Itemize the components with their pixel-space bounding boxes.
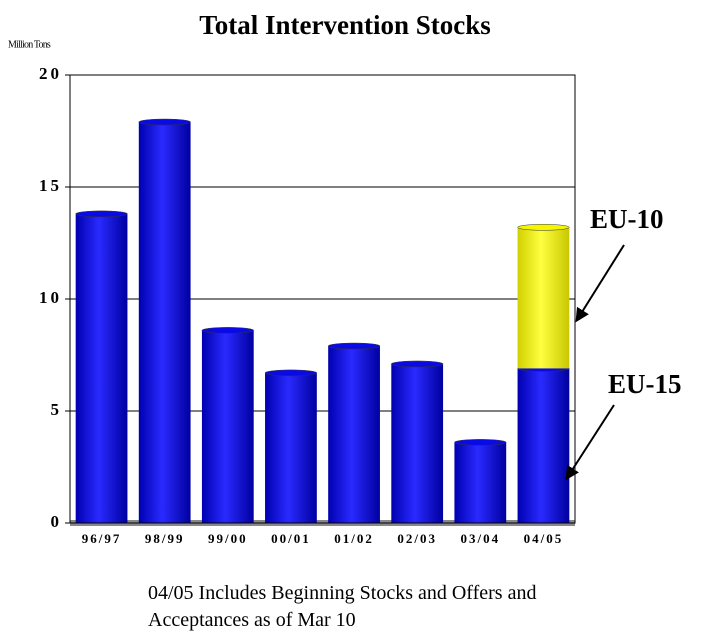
bar-top <box>327 342 381 350</box>
annotation: EU-15 <box>608 369 682 399</box>
y-axis-label: Million Tons <box>8 39 51 50</box>
bar-body <box>454 442 507 523</box>
bar-body <box>75 213 128 523</box>
bar-body <box>517 368 570 523</box>
x-tick-label: 01/02 <box>334 531 374 546</box>
bar-top <box>517 224 570 231</box>
bar-top <box>391 360 444 368</box>
bar <box>517 224 570 369</box>
chart-title: Total Intervention Stocks <box>199 10 491 40</box>
x-tick-label: 99/00 <box>208 531 248 546</box>
bar <box>201 327 254 523</box>
annotation: EU-10 <box>590 204 664 234</box>
x-tick-label: 96/97 <box>82 531 122 546</box>
bar <box>517 365 570 523</box>
bar-body <box>138 122 191 523</box>
bar-top <box>264 369 318 377</box>
y-tick-label: 0 <box>51 512 63 531</box>
arrow <box>565 404 615 481</box>
x-tick-label: 04/05 <box>524 531 564 546</box>
y-tick-label: 15 <box>39 176 62 195</box>
bar <box>138 118 191 523</box>
bar-body <box>265 372 317 523</box>
bar <box>391 360 444 523</box>
chart: Total Intervention Stocks Million Tons E… <box>8 10 682 546</box>
arrow <box>575 244 625 323</box>
bar <box>454 439 507 523</box>
bar-body <box>328 346 380 523</box>
bar-top <box>201 327 254 334</box>
x-tick-label: 03/04 <box>461 531 501 546</box>
x-tick-label: 98/99 <box>145 531 185 546</box>
footnote: 04/05 Includes Beginning Stocks and Offe… <box>148 582 537 631</box>
bar-body <box>201 330 254 523</box>
y-tick-label: 20 <box>39 64 62 83</box>
bar <box>75 210 128 523</box>
x-tick-label: 02/03 <box>397 531 437 546</box>
x-tick-label: 00/01 <box>271 531 311 546</box>
bar-top <box>138 118 191 126</box>
y-tick-label: 10 <box>39 288 62 307</box>
bar-top <box>75 210 128 218</box>
bar-top <box>454 439 507 446</box>
y-tick-label: 5 <box>51 400 63 419</box>
bar <box>327 342 381 523</box>
bar-body <box>391 363 444 523</box>
bar <box>264 369 318 523</box>
bar-body <box>517 227 570 369</box>
